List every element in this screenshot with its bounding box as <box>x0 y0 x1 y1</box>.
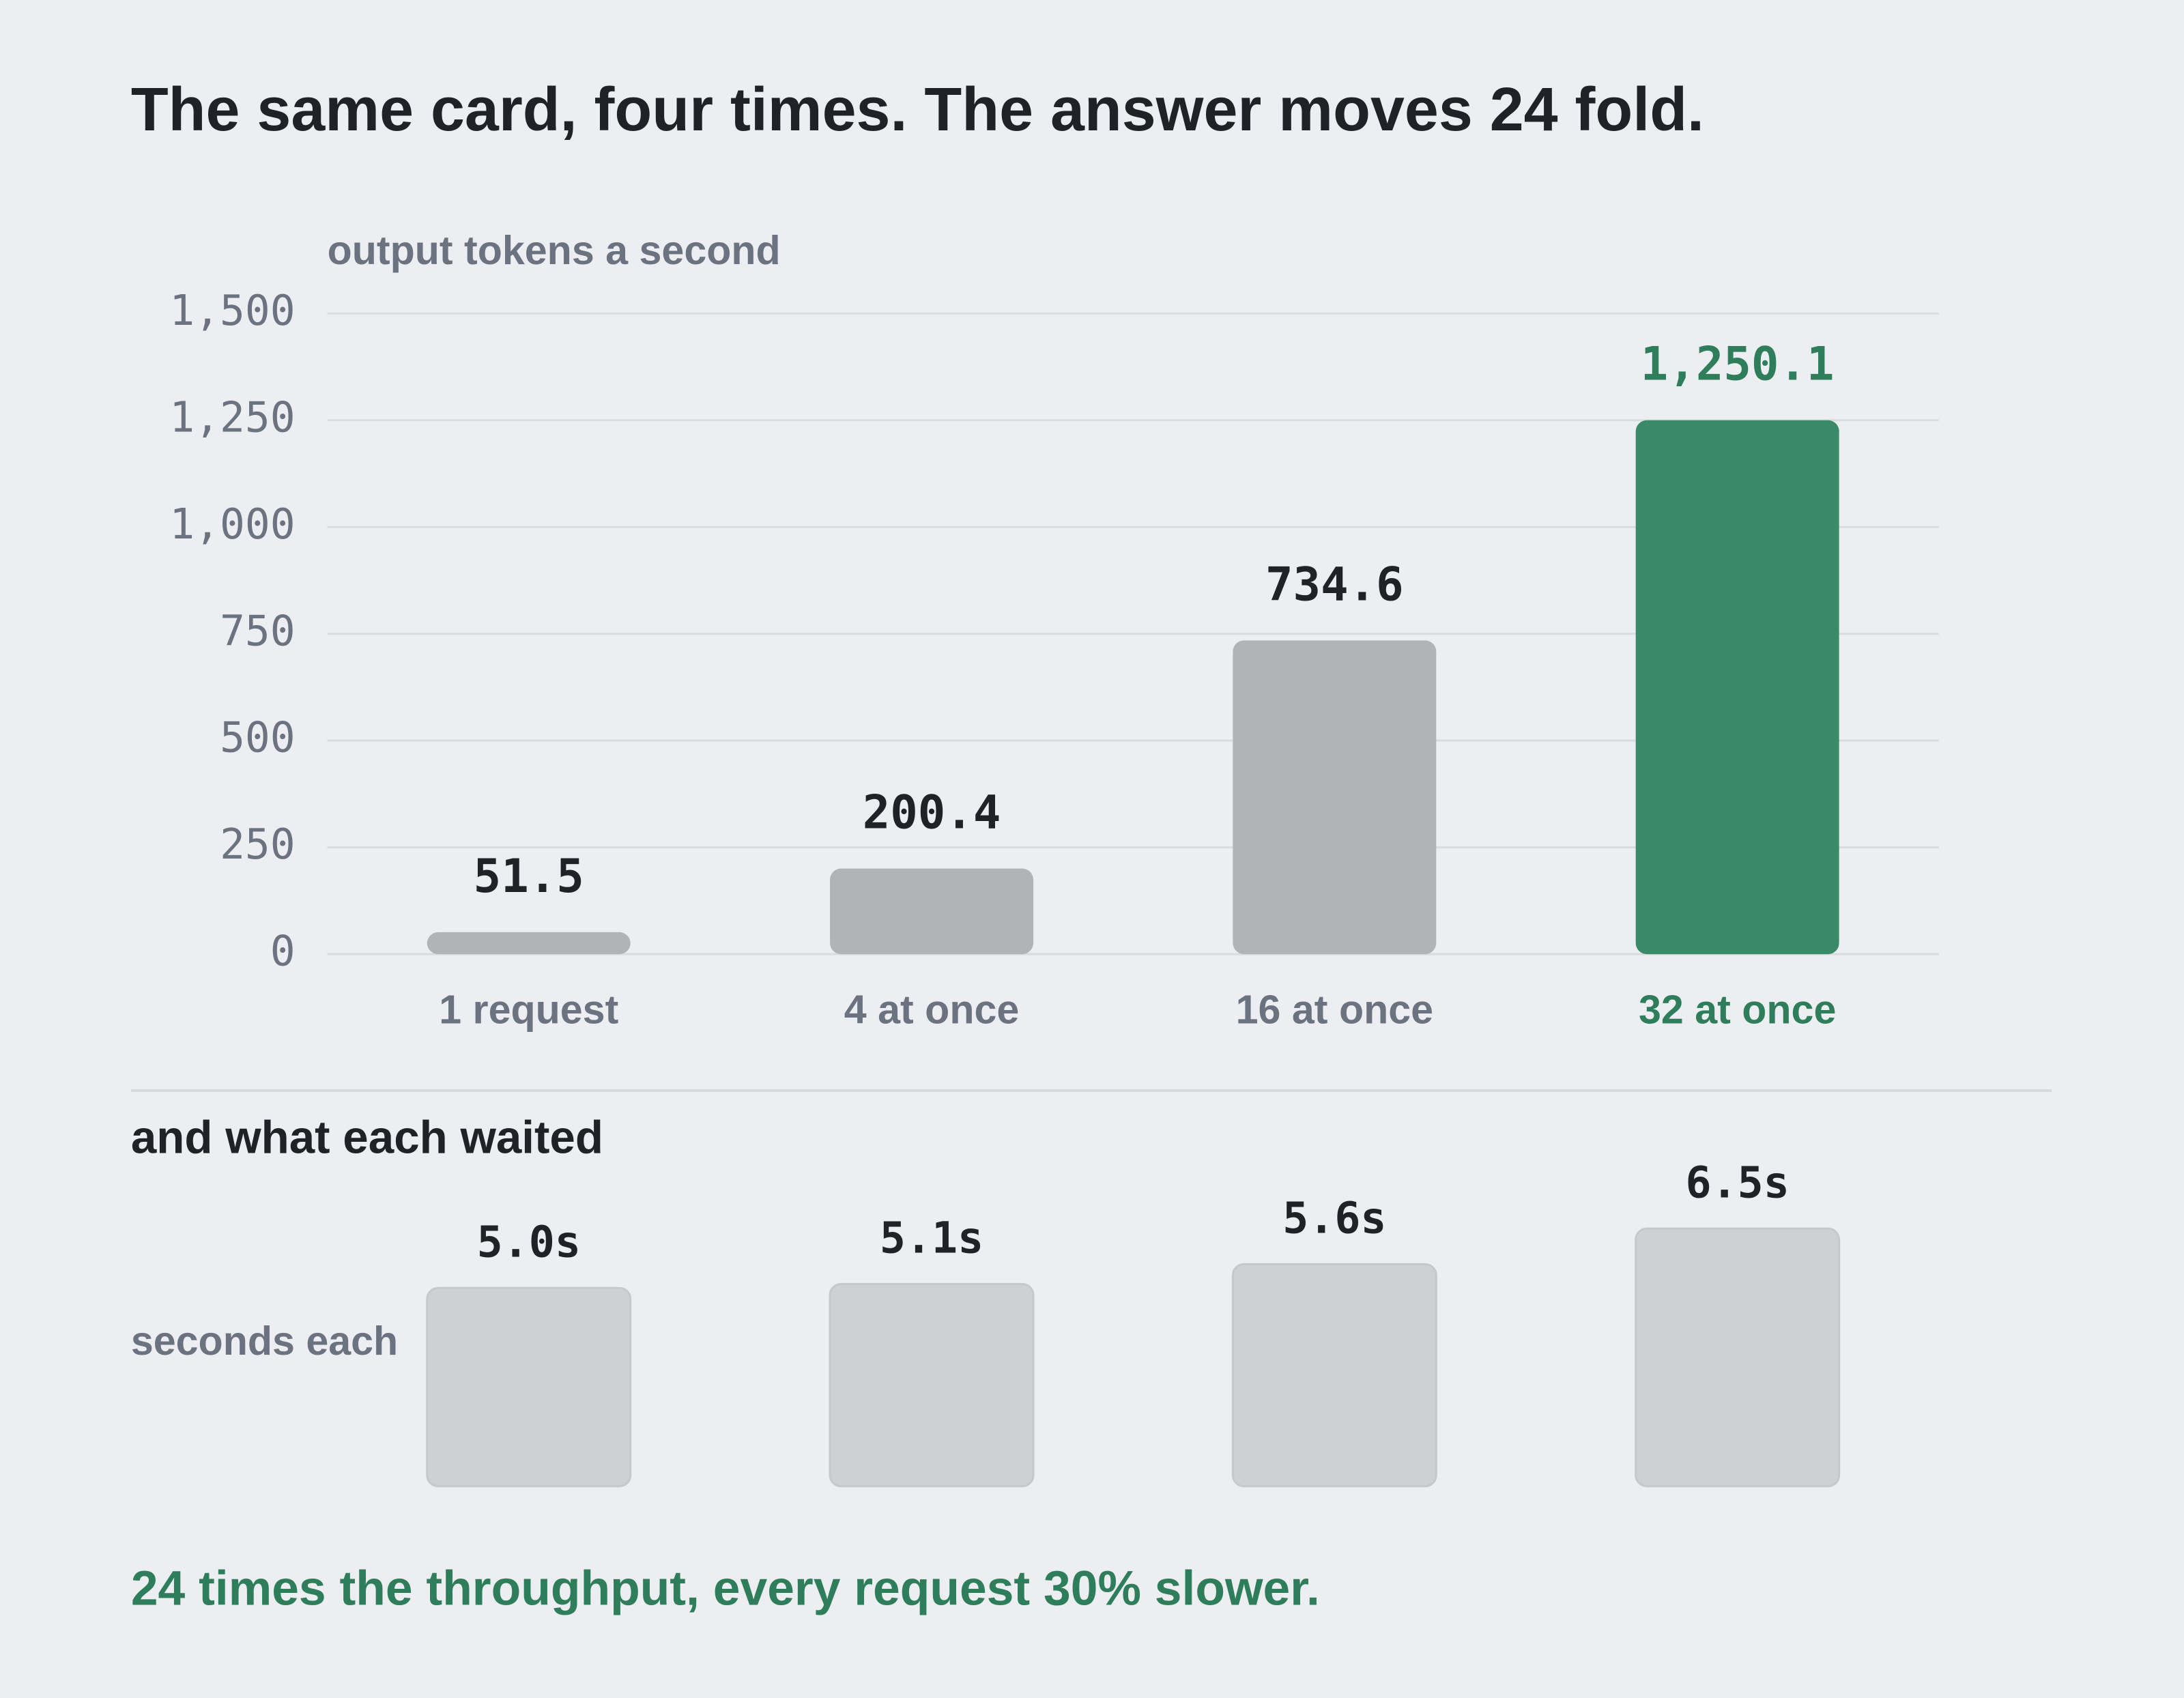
x-tick-label: 16 at once <box>1236 986 1433 1032</box>
x-tick-label: 32 at once <box>1639 986 1836 1032</box>
bar <box>426 1286 632 1488</box>
bar <box>427 932 631 955</box>
row-label: seconds each <box>131 1318 398 1364</box>
y-tick-label: 0 <box>270 927 296 976</box>
y-tick-label: 750 <box>220 607 296 655</box>
section-title: and what each waited <box>131 1112 603 1163</box>
title: The same card, four times. The answer mo… <box>131 76 1704 144</box>
y-tick-label: 250 <box>220 820 296 869</box>
bar <box>1233 640 1437 955</box>
value-label: 734.6 <box>1265 557 1404 611</box>
bar <box>1635 1227 1841 1488</box>
value-label: 200.4 <box>863 786 1001 839</box>
value-label: 1,250.1 <box>1641 337 1835 391</box>
y-tick-label: 500 <box>220 714 296 762</box>
y-axis-label: output tokens a second <box>328 227 781 273</box>
value-label: 5.0s <box>477 1217 581 1267</box>
x-tick-label: 4 at once <box>844 986 1020 1032</box>
bar <box>1231 1263 1437 1488</box>
value-label: 5.6s <box>1282 1193 1386 1243</box>
bar <box>829 1282 1035 1488</box>
note: 24 times the throughput, every request 3… <box>131 1562 1320 1616</box>
bar <box>830 868 1034 955</box>
y-tick-label: 1,000 <box>169 500 295 549</box>
value-label: 51.5 <box>474 849 584 903</box>
x-tick-label: 1 request <box>439 986 618 1032</box>
bar <box>1635 420 1839 955</box>
value-label: 6.5s <box>1685 1157 1789 1207</box>
value-label: 5.1s <box>880 1213 983 1263</box>
y-tick-label: 1,250 <box>169 393 295 442</box>
y-tick-label: 1,500 <box>169 287 295 335</box>
